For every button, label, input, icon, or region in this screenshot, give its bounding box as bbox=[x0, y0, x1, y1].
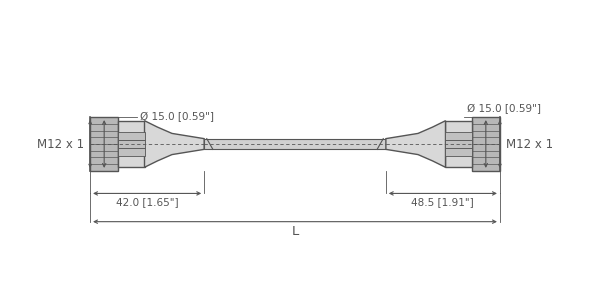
Polygon shape bbox=[386, 121, 445, 167]
Bar bbox=[445, 148, 472, 156]
Text: 48.5 [1.91"]: 48.5 [1.91"] bbox=[411, 197, 474, 207]
Bar bbox=[445, 140, 472, 148]
Text: M12 x 1: M12 x 1 bbox=[506, 137, 553, 151]
Text: Ø 15.0 [0.59"]: Ø 15.0 [0.59"] bbox=[140, 112, 214, 122]
Text: Ø 15.0 [0.59"]: Ø 15.0 [0.59"] bbox=[467, 104, 542, 114]
Bar bbox=[204, 139, 386, 149]
Text: M12 x 1: M12 x 1 bbox=[37, 137, 84, 151]
Polygon shape bbox=[145, 121, 204, 167]
Bar bbox=[445, 121, 472, 167]
Bar bbox=[118, 121, 145, 167]
Bar bbox=[118, 148, 145, 156]
Bar bbox=[472, 117, 500, 171]
Text: 42.0 [1.65"]: 42.0 [1.65"] bbox=[116, 197, 178, 207]
Bar bbox=[118, 132, 145, 140]
Bar bbox=[118, 140, 145, 148]
Bar bbox=[445, 132, 472, 140]
Bar bbox=[90, 117, 118, 171]
Text: L: L bbox=[291, 225, 299, 238]
